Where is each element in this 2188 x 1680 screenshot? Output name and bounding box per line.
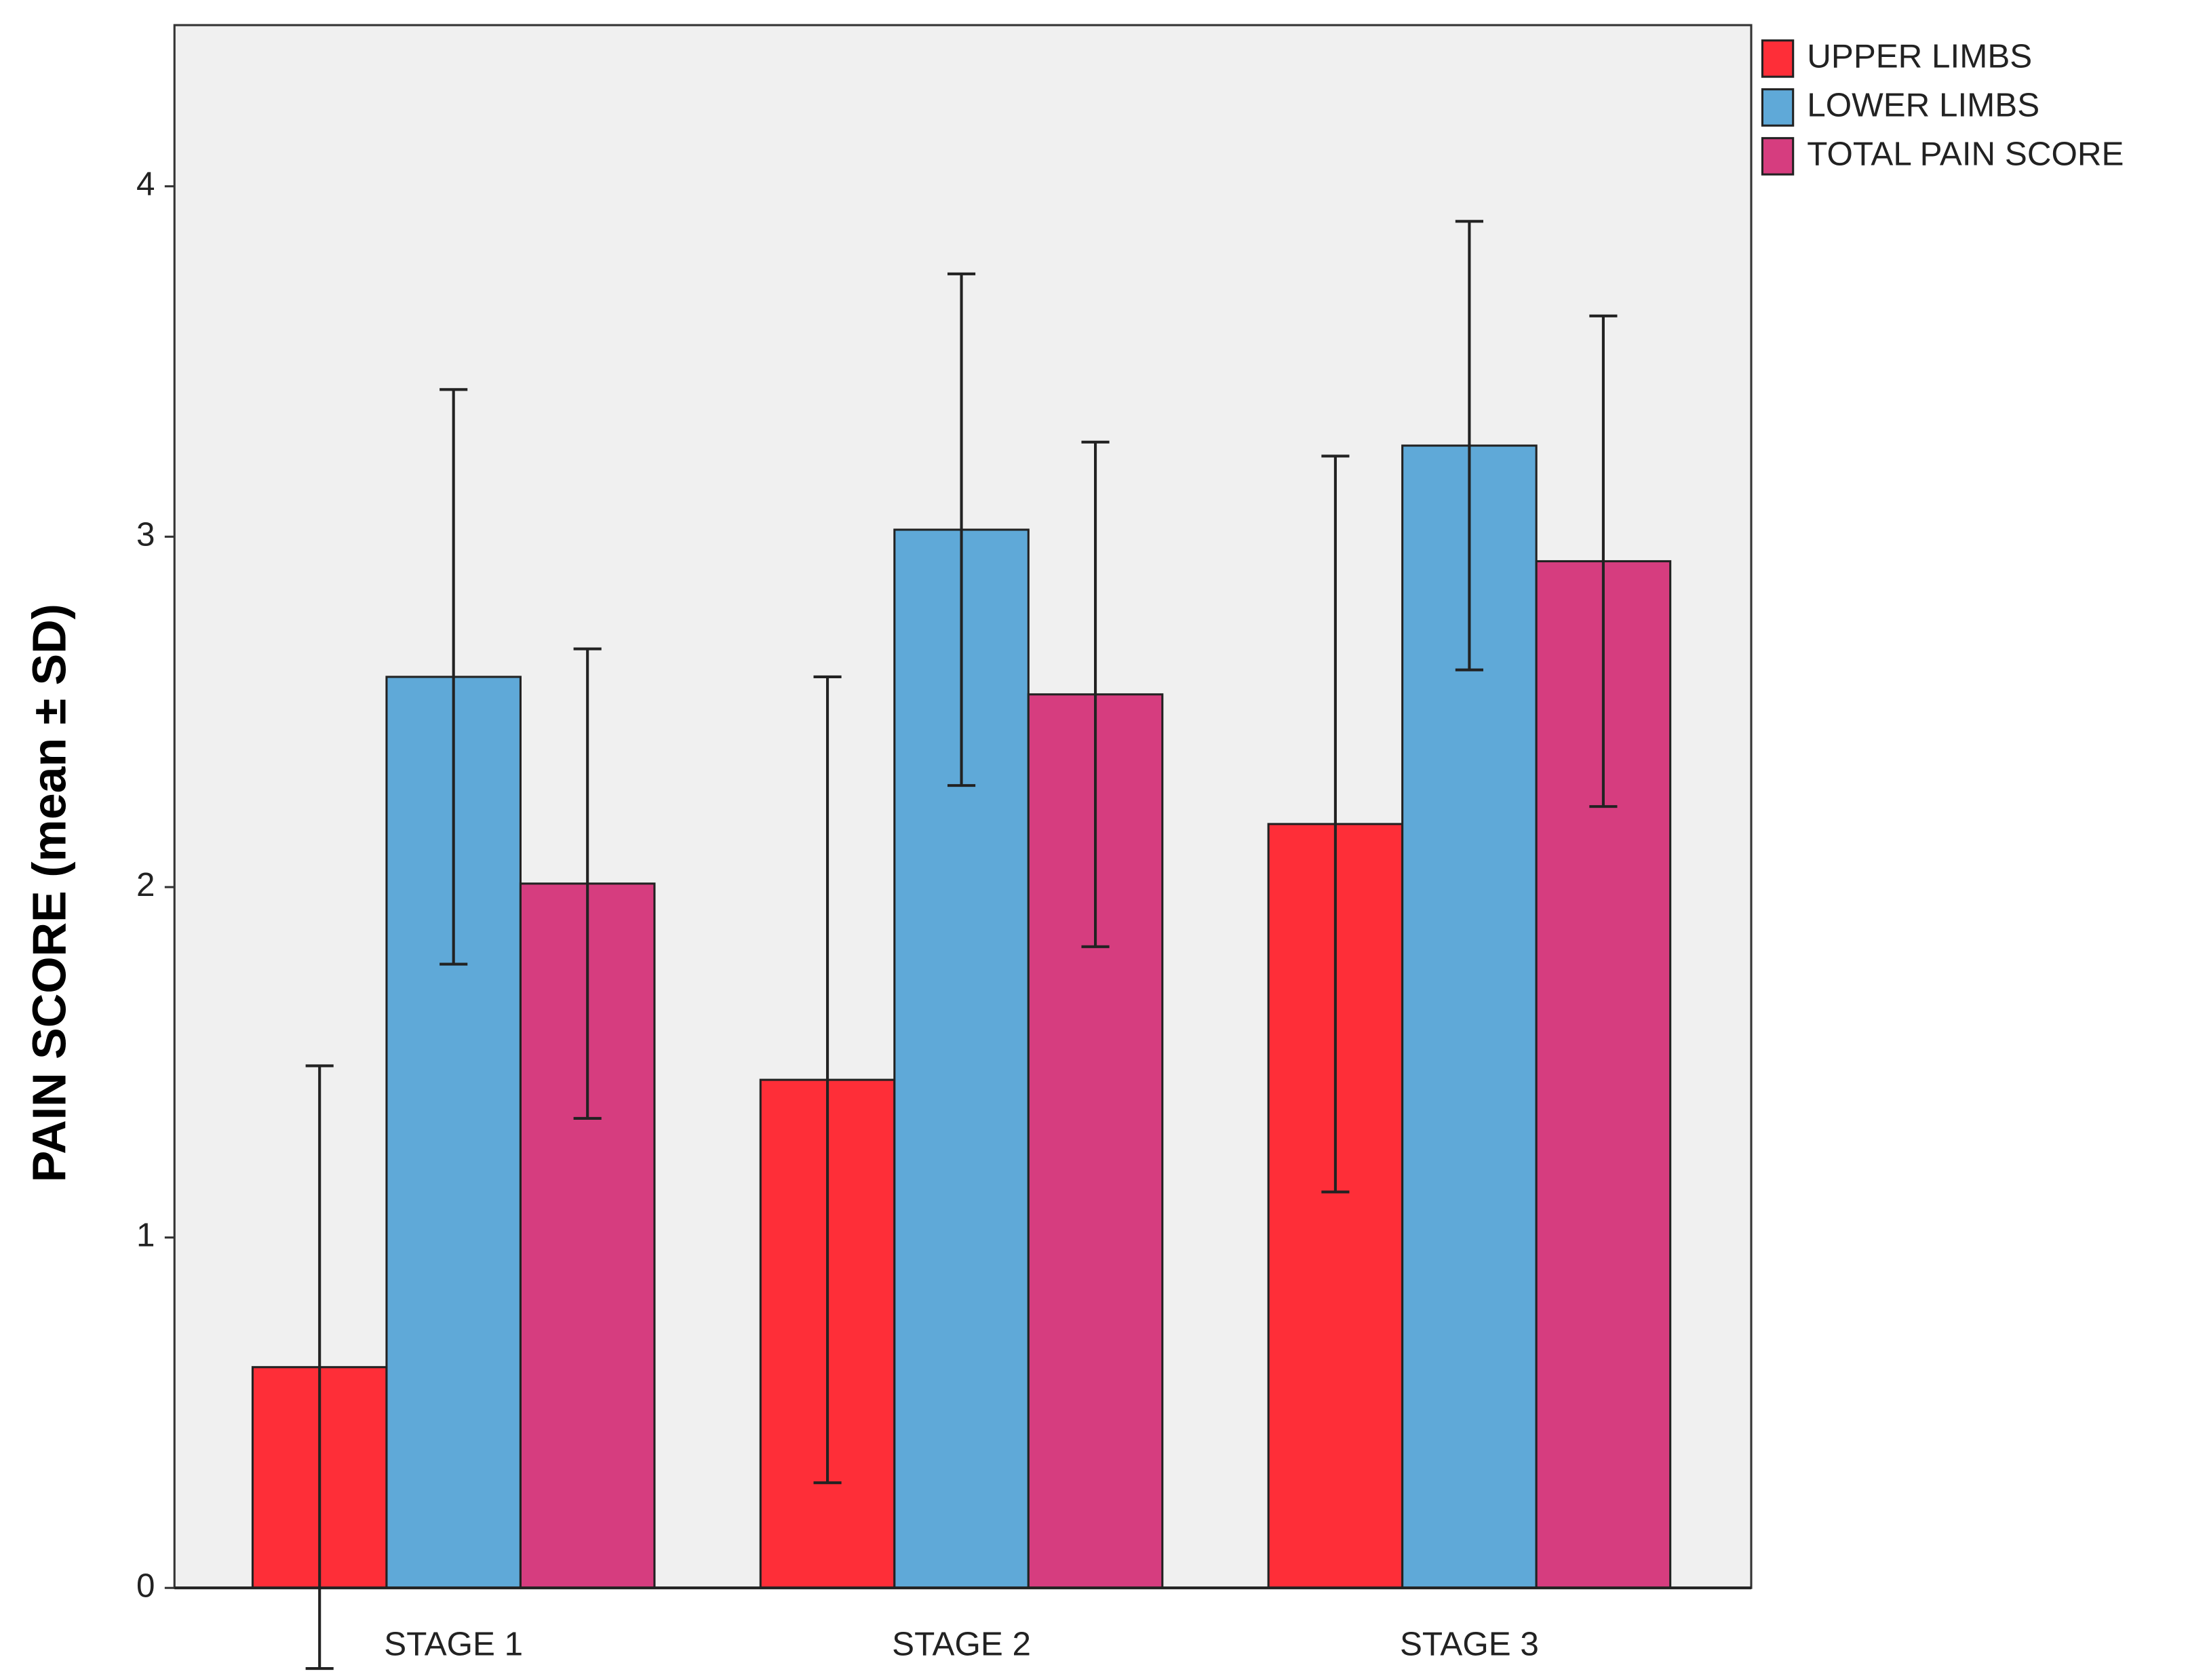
y-tick-label: 4 bbox=[136, 165, 155, 203]
legend-swatch bbox=[1761, 88, 1795, 127]
error-bar bbox=[813, 675, 842, 1485]
y-tick-label: 1 bbox=[136, 1217, 155, 1254]
error-bar bbox=[1081, 440, 1110, 948]
error-bar bbox=[1321, 454, 1350, 1194]
y-tick-label: 0 bbox=[136, 1567, 155, 1604]
x-tick-label: STAGE 1 bbox=[384, 1626, 523, 1663]
error-bar bbox=[1589, 314, 1618, 808]
y-tick-label: 3 bbox=[136, 515, 155, 553]
error-bar bbox=[439, 388, 468, 966]
error-bar bbox=[947, 272, 976, 787]
legend-swatch bbox=[1761, 39, 1795, 78]
error-bar bbox=[305, 1064, 334, 1671]
x-tick-label: STAGE 2 bbox=[892, 1626, 1031, 1663]
error-bar bbox=[573, 647, 602, 1120]
legend-label: LOWER LIMBS bbox=[1807, 86, 2039, 123]
y-axis-label: PAIN SCORE (mean ± SD) bbox=[23, 604, 76, 1182]
legend-swatch bbox=[1761, 137, 1795, 176]
y-tick-label: 2 bbox=[136, 866, 155, 903]
legend-label: UPPER LIMBS bbox=[1807, 37, 2032, 75]
error-bar bbox=[1455, 220, 1483, 671]
x-tick-label: STAGE 3 bbox=[1400, 1626, 1539, 1663]
legend-label: TOTAL PAIN SCORE bbox=[1807, 135, 2124, 172]
